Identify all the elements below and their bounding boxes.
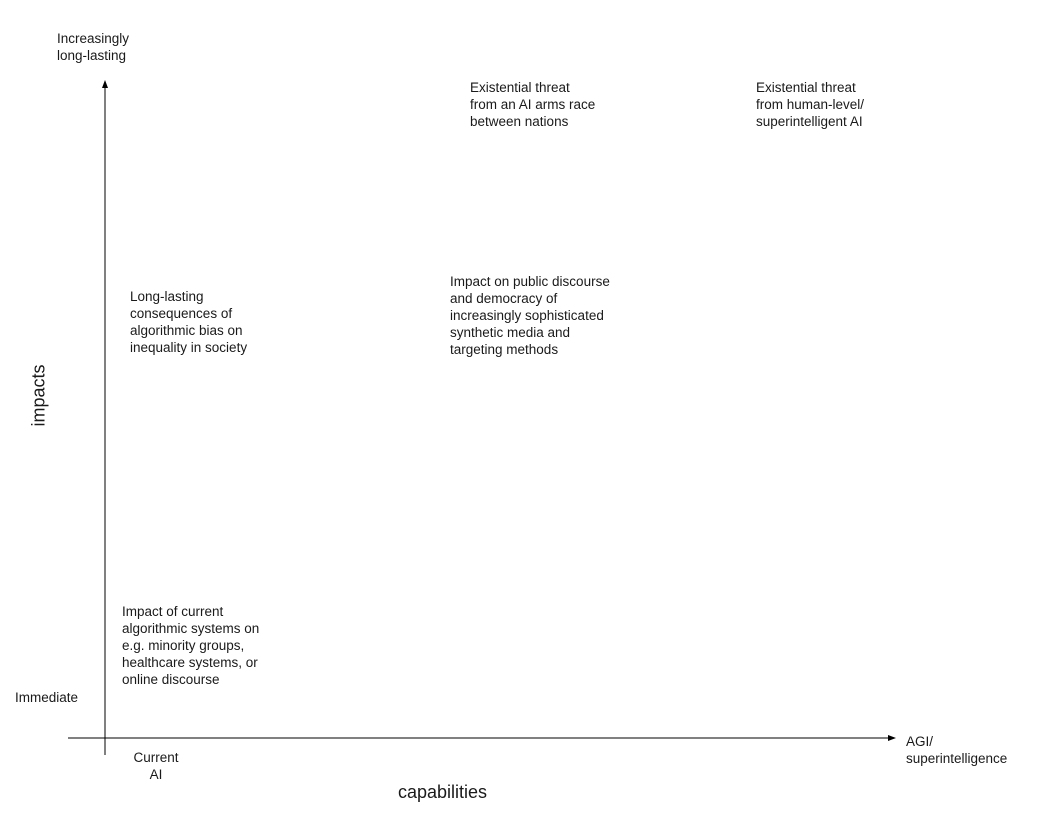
item-existential-superintelligent: Existential threat from human-level/ sup… <box>756 80 865 129</box>
y-axis-top-label: Increasingly long-lasting <box>57 31 130 63</box>
x-axis-right-label: AGI/ superintelligence <box>906 734 1008 766</box>
item-algorithmic-bias: Long-lasting consequences of algorithmic… <box>130 289 248 355</box>
item-public-discourse: Impact on public discourse and democracy… <box>450 274 610 357</box>
y-axis-bottom-label: Immediate <box>15 690 79 705</box>
x-axis-label: capabilities <box>398 782 488 802</box>
item-existential-arms-race: Existential threat from an AI arms race … <box>470 80 596 129</box>
y-axis-label: impacts <box>28 364 49 427</box>
x-axis-arrowhead <box>888 735 896 741</box>
y-axis-arrowhead <box>102 80 108 88</box>
x-axis-left-label: Current AI <box>133 750 179 782</box>
item-current-systems: Impact of current algorithmic systems on… <box>122 604 260 687</box>
